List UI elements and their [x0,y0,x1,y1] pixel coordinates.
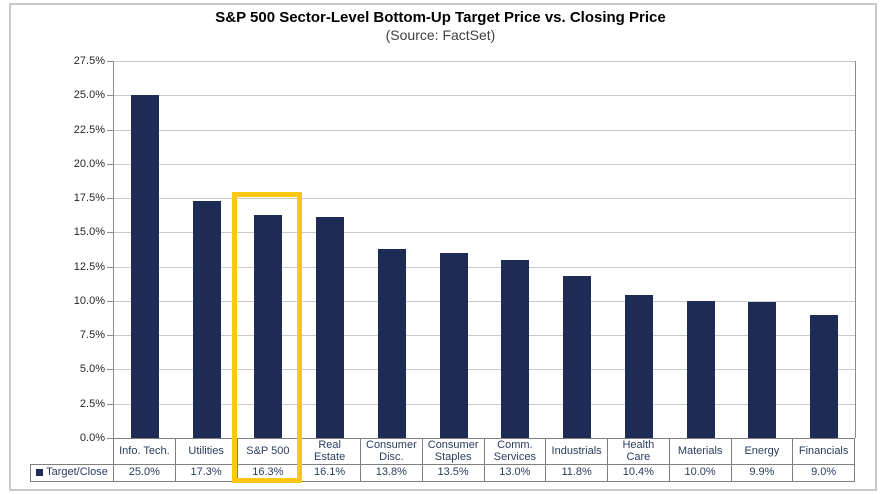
category-cell: Financials [792,438,855,465]
bar-info-tech [131,95,159,438]
legend-label: Target/Close [46,466,108,479]
bar-energy [748,302,776,438]
value-cell: 16.1% [298,464,361,482]
y-axis-tick [107,335,113,336]
table-filler-cell [31,439,114,465]
y-axis-label: 27.5% [73,55,105,67]
category-cell: Materials [668,438,732,465]
category-cell: Health Care [607,438,670,465]
value-cell: 10.4% [607,464,670,482]
y-axis-tick [107,130,113,131]
y-axis-label: 5.0% [79,363,105,375]
value-cell: 13.0% [483,464,547,482]
gridline [114,61,855,62]
bar-consumer-staples [440,253,468,438]
category-cell: Utilities [174,438,238,465]
gridline [114,267,855,268]
bar-materials [687,301,715,438]
value-cell: 9.0% [792,464,855,482]
gridline [114,301,855,302]
gridline [114,335,855,336]
y-axis-label: 12.5% [73,261,105,273]
category-row: Info. Tech. Utilities S&P 500 Real Estate Co… [31,438,855,465]
value-cell: 13.5% [421,464,485,482]
gridline [114,232,855,233]
value-row: Target/Close 25.0% 17.3% 16.3% 16.1% 13.8% 13.… [30,464,855,482]
y-axis-tick [107,61,113,62]
y-axis-label: 22.5% [73,124,105,136]
bar-s-p-500 [254,215,282,438]
gridline [114,95,855,96]
value-cell: 10.0% [668,464,732,482]
bar-utilities [193,201,221,438]
gridline [114,404,855,405]
y-axis-tick [107,164,113,165]
value-cell: 17.3% [174,464,238,482]
y-axis-tick [107,198,113,199]
y-axis-label: 20.0% [73,158,105,170]
chart-title: S&P 500 Sector-Level Bottom-Up Target Pr… [215,9,666,26]
bar-comm-services [501,260,529,438]
bar-real-estate [316,217,344,438]
y-axis-label: 0.0% [79,432,105,444]
y-axis-tick [107,301,113,302]
bar-consumer-disc [378,249,406,438]
legend-item: Target/Close [30,464,114,482]
value-cell: 13.8% [360,464,423,482]
category-cell: Consumer Disc. [360,438,423,465]
category-cell: Consumer Staples [421,438,485,465]
value-cell: 11.8% [545,464,608,482]
gridline [114,130,855,131]
category-cell: Industrials [545,438,608,465]
bar-health-care [625,295,653,438]
y-axis-label: 2.5% [79,398,105,410]
category-cell: Real Estate [298,438,361,465]
category-cell: Info. Tech. [113,438,176,465]
value-cell: 9.9% [730,464,794,482]
data-table: Info. Tech. Utilities S&P 500 Real Estate Co… [30,438,855,482]
chart-subtitle: (Source: FactSet) [385,27,496,43]
category-cell: S&P 500 [236,438,300,465]
y-axis-label: 15.0% [73,226,105,238]
y-axis-tick [107,95,113,96]
category-cell: Energy [730,438,794,465]
y-axis-label: 17.5% [73,192,105,204]
y-axis-tick [107,369,113,370]
category-cell: Comm. Services [483,438,547,465]
gridline [114,164,855,165]
value-cell: 16.3% [236,464,300,482]
bar-financials [810,315,838,438]
gridline [114,369,855,370]
y-axis-label: 25.0% [73,89,105,101]
gridline [114,198,855,199]
plot-area [113,61,856,438]
legend-swatch-icon [36,468,44,476]
y-axis-label: 10.0% [73,295,105,307]
y-axis-tick [107,232,113,233]
bar-industrials [563,276,591,438]
y-axis-tick [107,404,113,405]
y-axis-label: 7.5% [79,329,105,341]
y-axis-tick [107,267,113,268]
value-cell: 25.0% [113,464,176,482]
y-axis-tick [107,438,113,439]
